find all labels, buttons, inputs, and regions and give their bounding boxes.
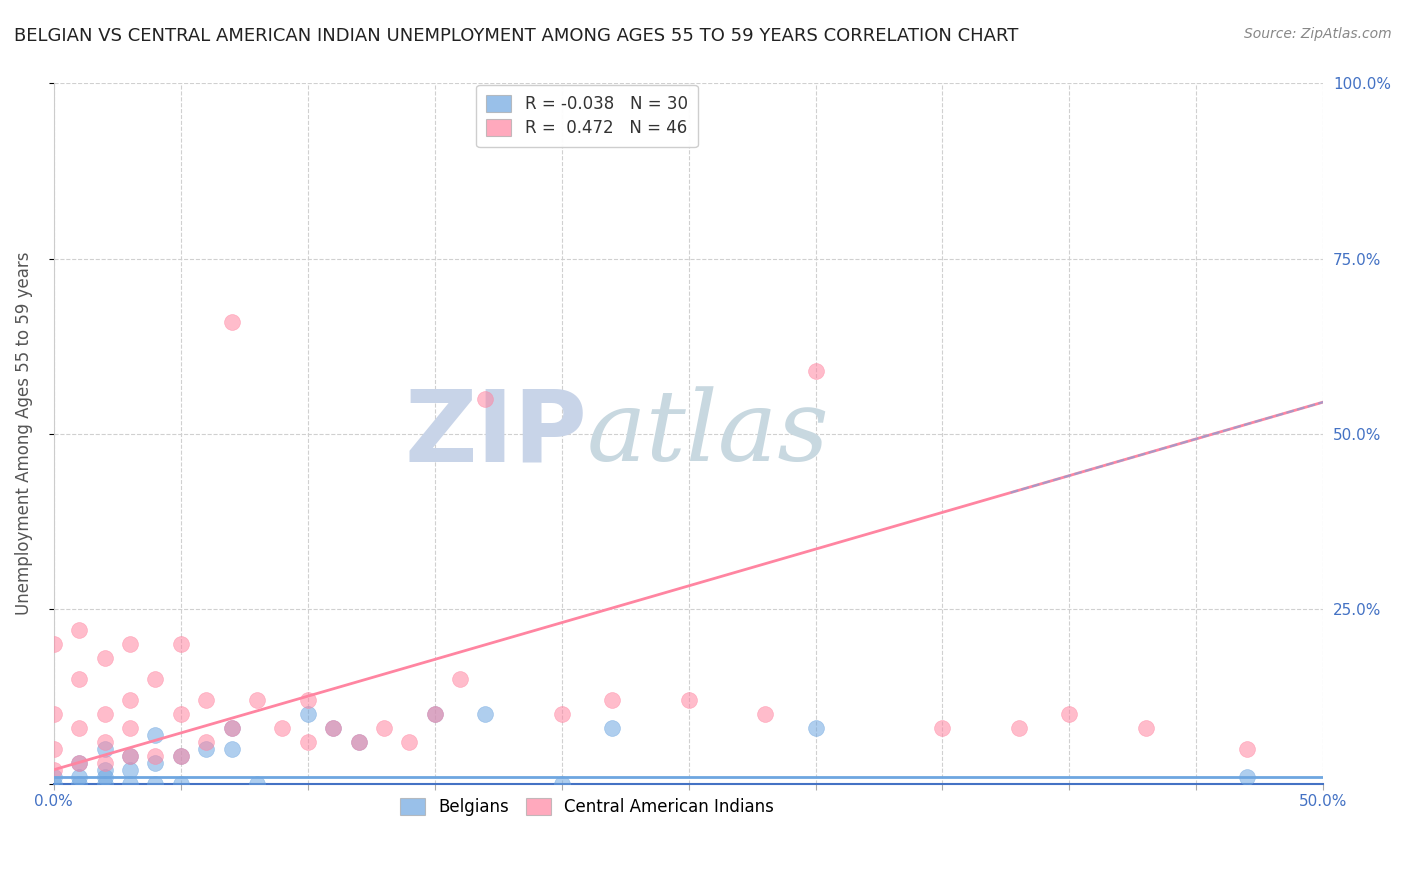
Point: [297, 706, 319, 721]
Y-axis label: Unemployment Among Ages 55 to 59 years: Unemployment Among Ages 55 to 59 years: [15, 252, 32, 615]
Legend: Belgians, Central American Indians: Belgians, Central American Indians: [392, 789, 782, 824]
Point: [93, 741, 115, 756]
Point: [754, 706, 776, 721]
Point: [93, 777, 115, 791]
Point: [93, 650, 115, 665]
Point: [373, 721, 395, 735]
Point: [550, 777, 572, 791]
Point: [67, 672, 90, 686]
Point: [423, 706, 446, 721]
Point: [550, 706, 572, 721]
Point: [804, 721, 827, 735]
Point: [221, 721, 243, 735]
Point: [221, 314, 243, 328]
Point: [347, 735, 370, 749]
Point: [931, 721, 953, 735]
Point: [195, 735, 218, 749]
Text: ZIP: ZIP: [404, 385, 586, 482]
Point: [118, 763, 141, 777]
Point: [118, 692, 141, 706]
Point: [93, 763, 115, 777]
Point: [67, 623, 90, 637]
Point: [67, 756, 90, 770]
Point: [449, 672, 471, 686]
Point: [42, 763, 65, 777]
Point: [1059, 706, 1081, 721]
Point: [474, 392, 496, 406]
Point: [67, 756, 90, 770]
Point: [398, 735, 420, 749]
Point: [678, 692, 700, 706]
Point: [67, 770, 90, 784]
Point: [145, 756, 167, 770]
Point: [67, 777, 90, 791]
Point: [118, 748, 141, 763]
Point: [474, 706, 496, 721]
Point: [145, 728, 167, 742]
Point: [42, 777, 65, 791]
Point: [118, 637, 141, 651]
Point: [322, 721, 344, 735]
Point: [1007, 721, 1029, 735]
Point: [271, 721, 294, 735]
Point: [246, 777, 269, 791]
Point: [93, 735, 115, 749]
Point: [322, 721, 344, 735]
Point: [246, 692, 269, 706]
Point: [195, 741, 218, 756]
Point: [118, 748, 141, 763]
Point: [602, 721, 624, 735]
Point: [42, 637, 65, 651]
Point: [67, 721, 90, 735]
Point: [297, 735, 319, 749]
Point: [42, 770, 65, 784]
Point: [347, 735, 370, 749]
Point: [118, 777, 141, 791]
Point: [145, 777, 167, 791]
Point: [42, 741, 65, 756]
Point: [93, 756, 115, 770]
Point: [1236, 741, 1258, 756]
Point: [297, 692, 319, 706]
Point: [221, 741, 243, 756]
Point: [145, 672, 167, 686]
Point: [195, 692, 218, 706]
Point: [93, 706, 115, 721]
Point: [170, 748, 193, 763]
Text: Source: ZipAtlas.com: Source: ZipAtlas.com: [1244, 27, 1392, 41]
Point: [170, 706, 193, 721]
Point: [1135, 721, 1157, 735]
Point: [1236, 770, 1258, 784]
Point: [170, 637, 193, 651]
Point: [804, 363, 827, 377]
Point: [170, 748, 193, 763]
Point: [221, 721, 243, 735]
Text: atlas: atlas: [586, 386, 830, 482]
Point: [145, 748, 167, 763]
Point: [423, 706, 446, 721]
Point: [93, 770, 115, 784]
Point: [118, 721, 141, 735]
Text: BELGIAN VS CENTRAL AMERICAN INDIAN UNEMPLOYMENT AMONG AGES 55 TO 59 YEARS CORREL: BELGIAN VS CENTRAL AMERICAN INDIAN UNEMP…: [14, 27, 1018, 45]
Point: [602, 692, 624, 706]
Point: [170, 777, 193, 791]
Point: [42, 706, 65, 721]
